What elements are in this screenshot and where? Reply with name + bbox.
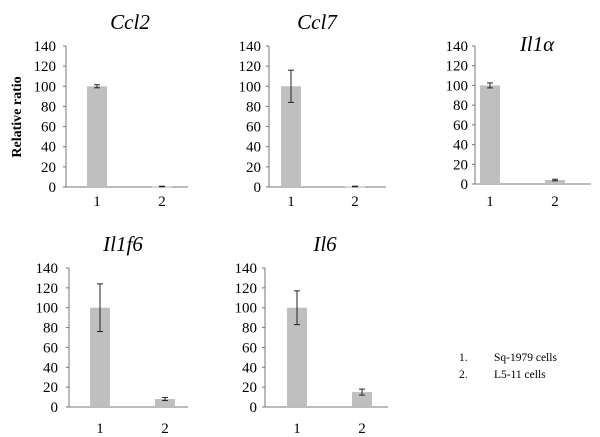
y-tick-label: 100 <box>34 79 57 95</box>
y-tick-label: 140 <box>36 261 59 277</box>
chart-title: Ccl7 <box>297 10 338 34</box>
y-tick-label: 80 <box>242 321 257 337</box>
chart-panel-il1f6: Il1f6 0 20 40 60 80 100 120 140 1 2 <box>36 232 188 437</box>
y-tick-label: 60 <box>246 120 261 136</box>
y-tick-label: 0 <box>250 400 258 416</box>
y-tick-label: 40 <box>242 360 257 376</box>
chart-panel-ccl7: Ccl7 0 20 40 60 80 100 120 140 1 2 <box>239 10 386 210</box>
x-category-label: 1 <box>93 194 101 210</box>
chart-panel-il6: Il6 0 20 40 60 80 100 120 140 1 2 <box>235 232 388 437</box>
bar-2 <box>352 392 372 407</box>
y-tick-label: 0 <box>254 180 262 196</box>
chart-title: Il1f6 <box>102 232 143 256</box>
x-category-label: 2 <box>358 421 366 437</box>
y-tick-label: 20 <box>453 157 468 173</box>
x-category-label: 2 <box>158 194 166 210</box>
y-tick-label: 40 <box>43 360 58 376</box>
x-category-label: 1 <box>486 194 494 210</box>
y-tick-label: 40 <box>41 140 56 156</box>
y-tick-label: 80 <box>41 99 56 115</box>
x-category-label: 2 <box>161 421 169 437</box>
y-tick-label: 120 <box>36 281 59 297</box>
x-category-label: 2 <box>351 194 359 210</box>
x-category-label: 1 <box>293 421 301 437</box>
legend-label: Sq-1979 cells <box>494 352 557 364</box>
y-tick-label: 40 <box>246 140 261 156</box>
x-category-label: 2 <box>551 194 559 210</box>
y-tick-label: 120 <box>239 59 262 75</box>
chart-panel-il1α: Il1α 0 20 40 60 80 100 120 140 1 2 <box>446 32 591 210</box>
bar-1 <box>281 86 301 187</box>
y-tick-label: 120 <box>34 59 57 75</box>
chart-panel-ccl2: Ccl2 0 20 40 60 80 100 120 140 1 2 <box>34 10 188 210</box>
y-axis-label: Relative ratio <box>10 76 25 157</box>
y-tick-label: 100 <box>36 301 59 317</box>
legend-number: 2. <box>459 369 468 381</box>
y-tick-label: 20 <box>41 160 56 176</box>
y-tick-label: 0 <box>49 180 57 196</box>
y-tick-label: 140 <box>34 39 57 55</box>
y-tick-label: 20 <box>242 380 257 396</box>
y-tick-label: 100 <box>446 78 469 94</box>
chart-title: Il6 <box>312 232 337 256</box>
y-tick-label: 140 <box>446 39 469 55</box>
y-tick-label: 20 <box>43 380 58 396</box>
x-category-label: 1 <box>287 194 295 210</box>
bar-2 <box>545 180 565 184</box>
y-tick-label: 140 <box>239 39 262 55</box>
y-tick-label: 0 <box>51 400 59 416</box>
y-tick-label: 60 <box>453 118 468 134</box>
y-tick-label: 20 <box>246 160 261 176</box>
bar-1 <box>287 307 307 407</box>
legend-number: 1. <box>459 352 468 364</box>
x-category-label: 1 <box>96 421 104 437</box>
y-tick-label: 120 <box>446 59 469 75</box>
y-tick-label: 0 <box>461 177 469 193</box>
bar-1 <box>90 307 110 407</box>
y-tick-label: 60 <box>242 340 257 356</box>
y-tick-label: 140 <box>235 261 258 277</box>
bar-2 <box>155 399 175 407</box>
y-tick-label: 60 <box>43 340 58 356</box>
legend-label: L5-11 cells <box>494 369 546 381</box>
y-tick-label: 80 <box>43 321 58 337</box>
legend: 1. Sq-1979 cells 2. L5-11 cells <box>459 352 557 381</box>
chart-title: Ccl2 <box>110 10 150 34</box>
y-tick-label: 40 <box>453 138 468 154</box>
y-tick-label: 100 <box>235 301 258 317</box>
y-tick-label: 80 <box>453 98 468 114</box>
y-tick-label: 100 <box>239 79 262 95</box>
bar-1 <box>480 85 500 184</box>
y-tick-label: 80 <box>246 99 261 115</box>
chart-title: Il1α <box>519 32 555 56</box>
y-tick-label: 120 <box>235 281 258 297</box>
y-tick-label: 60 <box>41 120 56 136</box>
bar-1 <box>87 86 107 187</box>
